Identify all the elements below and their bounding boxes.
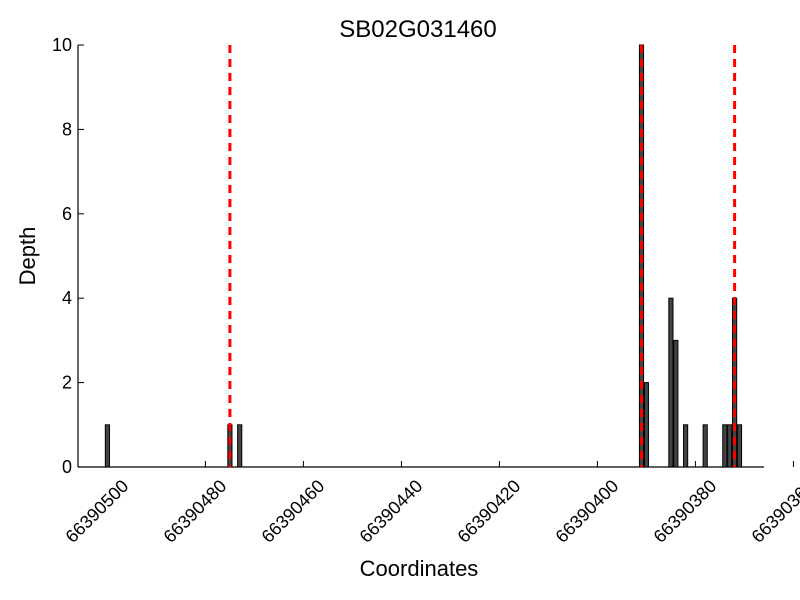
x-tick-label: 66390360 — [748, 476, 800, 547]
bar — [683, 424, 689, 468]
x-tick-label: 66390500 — [62, 476, 133, 547]
x-tick-label: 66390400 — [552, 476, 623, 547]
y-tick-label: 6 — [62, 204, 72, 224]
x-tick-label: 66390420 — [454, 476, 525, 547]
y-tick-label: 0 — [62, 457, 72, 477]
chart-title: SB02G031460 — [339, 16, 496, 43]
bar — [668, 297, 674, 468]
bar — [736, 424, 743, 468]
plot-area: 0 2 4 6 8 10 66390500 66390480 66390460 66390440 6… — [52, 35, 800, 547]
x-tick-label: 66390380 — [650, 476, 721, 547]
y-tick-label: 8 — [62, 119, 72, 139]
y-axis-label: Depth — [15, 227, 40, 286]
bar — [237, 424, 243, 468]
y-tick-label: 10 — [52, 35, 72, 55]
x-tick-label: 66390480 — [160, 476, 231, 547]
y-tick-label: 2 — [62, 373, 72, 393]
y-tick-label: 4 — [62, 288, 72, 308]
bar — [702, 424, 708, 468]
x-tick-label: 66390460 — [258, 476, 329, 547]
x-axis-label: Coordinates — [360, 556, 479, 581]
bar — [643, 382, 649, 468]
bar — [727, 424, 733, 468]
bar — [722, 424, 728, 468]
x-tick-label: 66390440 — [356, 476, 427, 547]
bar — [227, 424, 233, 468]
bar — [104, 424, 110, 468]
bar — [673, 339, 679, 468]
